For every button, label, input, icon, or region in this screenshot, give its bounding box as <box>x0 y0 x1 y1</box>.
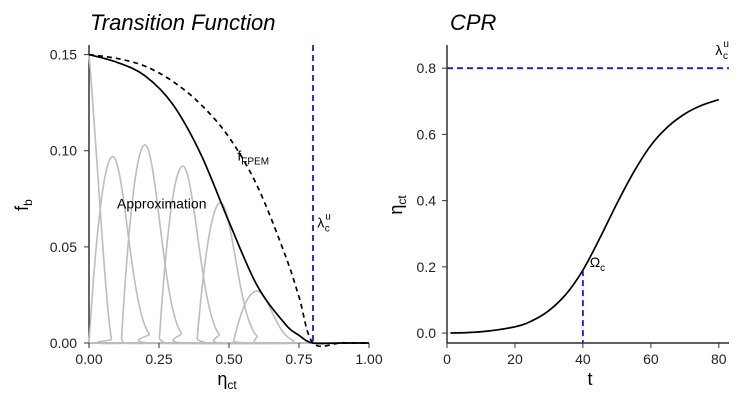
left-axes <box>88 45 369 344</box>
right-series <box>447 67 729 343</box>
left-y-tick-label: 0.10 <box>50 143 77 159</box>
right-x-axis-label: t <box>587 369 592 389</box>
annotation-c: Ωc <box>590 254 605 274</box>
basis-curve <box>88 155 314 346</box>
left-title: Transition Function <box>90 10 275 35</box>
right-y-tick-label: 0.8 <box>417 60 437 76</box>
series-line-f-fpem <box>88 53 369 348</box>
basis-curve <box>88 144 314 345</box>
right-x-tick-label: 20 <box>507 351 523 367</box>
annotation-c: λu c <box>715 39 729 62</box>
left-x-tick-label: 0.75 <box>285 351 312 367</box>
right-y-axis-label: ηct <box>386 195 409 215</box>
right-y-tick-label: 0.2 <box>417 259 437 275</box>
series-line-approximation <box>88 53 369 345</box>
transition-function-panel: Transition Function 0.00 0.25 0.50 0.75 1.00… <box>12 10 383 392</box>
right-ticks: 0 20 40 60 80 0.0 0.2 0.4 0.6 0.8 <box>417 60 727 367</box>
right-title: CPR <box>450 10 497 35</box>
basis-curve <box>88 165 314 345</box>
left-x-tick-label: 1.00 <box>355 351 382 367</box>
annotation-approximation: Approximation <box>117 195 207 211</box>
right-axes <box>446 45 729 344</box>
left-ticks: 0.00 0.25 0.50 0.75 1.00 0.00 0.05 0.10 0.15 <box>50 47 383 367</box>
right-x-tick-label: 80 <box>711 351 727 367</box>
series-line-cpr <box>450 98 720 334</box>
left-annotations: fFPEM Approximation λu c <box>117 147 331 234</box>
left-x-tick-label: 0.25 <box>145 351 172 367</box>
right-y-tick-label: 0.0 <box>417 325 437 341</box>
right-x-tick-label: 60 <box>643 351 659 367</box>
right-y-tick-label: 0.4 <box>417 193 437 209</box>
right-x-tick-label: 0 <box>443 351 451 367</box>
left-x-tick-label: 0.00 <box>75 351 102 367</box>
left-series <box>88 45 369 348</box>
cpr-panel: CPR 0 20 40 60 80 0.0 0.2 0.4 0.6 0.8 λu c Ωc t ηct <box>386 10 729 389</box>
left-x-tick-label: 0.50 <box>215 351 242 367</box>
left-x-axis-label: ηct <box>217 369 237 392</box>
right-annotations: λu c Ωc <box>590 39 729 274</box>
annotation-c: λu c <box>317 212 331 235</box>
left-y-tick-label: 0.05 <box>50 239 77 255</box>
left-y-tick-label: 0.00 <box>50 335 77 351</box>
annotation-fpem: fFPEM <box>237 147 269 167</box>
right-y-tick-label: 0.6 <box>417 126 437 142</box>
left-y-axis-label: fb <box>12 199 35 211</box>
basis-curve <box>88 54 314 345</box>
right-x-tick-label: 40 <box>575 351 591 367</box>
left-y-tick-label: 0.15 <box>50 47 77 63</box>
